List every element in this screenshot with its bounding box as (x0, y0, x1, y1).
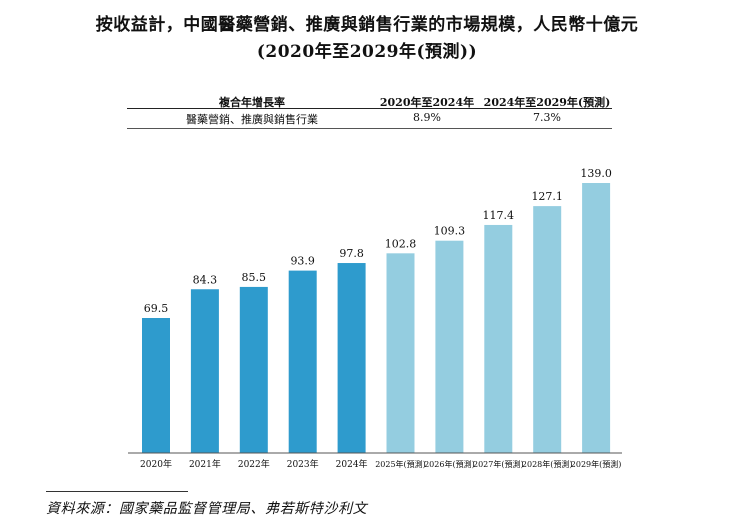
x-tick-label-3: 2023年 (287, 458, 319, 470)
bar-4 (337, 263, 366, 453)
bar-value-label-6: 109.3 (434, 225, 466, 238)
bar-value-label-1: 84.3 (193, 273, 218, 286)
cagr-value-period2: 7.3% (533, 111, 561, 124)
x-tick-label-2: 2022年 (238, 458, 270, 470)
x-tick-label-1: 2021年 (189, 458, 221, 470)
bar-2 (239, 286, 268, 453)
x-tick-label-9: 2029年(預測) (571, 459, 622, 469)
bar-value-label-9: 139.0 (580, 167, 612, 180)
cagr-data-row: 醫藥營銷、推廣與銷售行業 8.9% 7.3% (127, 109, 612, 129)
bar-value-label-5: 102.8 (385, 237, 417, 250)
bar-8 (533, 206, 562, 453)
bar-3 (288, 270, 317, 453)
cagr-table: 複合年增長率 2020年至2024年 2024年至2029年(預測) 醫藥營銷、… (127, 92, 612, 129)
x-tick-label-7: 2027年(預測) (473, 459, 524, 469)
bar-0 (142, 318, 170, 453)
x-tick-label-0: 2020年 (140, 458, 172, 470)
cagr-header-row: 複合年增長率 2020年至2024年 2024年至2029年(預測) (127, 92, 612, 109)
chart-subtitle: (2020年至2029年(預測)) (256, 42, 478, 62)
x-tick-label-8: 2028年(預測) (522, 459, 573, 469)
x-tick-label-6: 2026年(預測) (424, 459, 475, 469)
bar-value-label-3: 93.9 (290, 255, 315, 268)
bar-value-label-4: 97.8 (339, 247, 364, 260)
bar-9 (582, 183, 611, 453)
bar-value-label-8: 127.1 (531, 190, 563, 203)
bar-1 (190, 289, 219, 453)
cagr-header-label: 複合年增長率 (219, 96, 285, 109)
bar-7 (484, 224, 513, 453)
cagr-value-period1: 8.9% (413, 111, 441, 124)
x-tick-label-5: 2025年(預測) (375, 459, 426, 469)
bar-value-label-0: 69.5 (144, 302, 169, 315)
cagr-row-label: 醫藥營銷、推廣與銷售行業 (186, 113, 318, 126)
bar-5 (386, 253, 415, 453)
chart-title: 按收益計，中國醫藥營銷、推廣與銷售行業的市場規模，人民幣十億元 (95, 15, 639, 35)
bar-6 (435, 240, 464, 453)
x-tick-label-4: 2024年 (336, 458, 368, 470)
source-divider (46, 491, 188, 492)
cagr-header-period2: 2024年至2029年(預測) (483, 96, 611, 109)
bar-value-label-7: 117.4 (483, 209, 515, 222)
bar-value-label-2: 85.5 (242, 271, 267, 284)
cagr-header-period1: 2020年至2024年 (379, 96, 475, 109)
source-note: 資料來源：國家藥品監督管理局、弗若斯特沙利文 (46, 501, 368, 517)
